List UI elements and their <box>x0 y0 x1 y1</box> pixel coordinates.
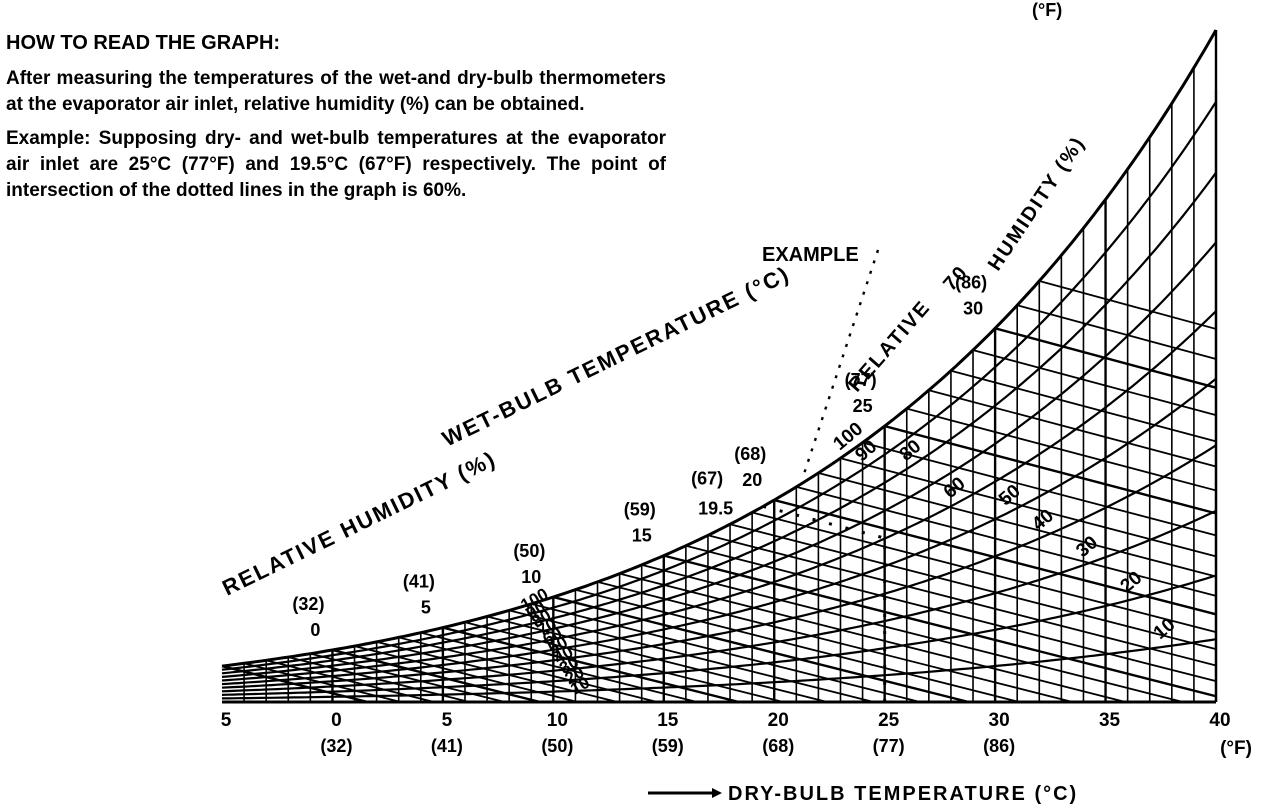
wet-bulb-line <box>486 615 828 703</box>
wet-bulb-line <box>972 349 1217 417</box>
wet-bulb-line <box>707 534 1217 667</box>
dry-bulb-fahrenheit-tick-label: (86) <box>983 736 1015 756</box>
wet-bulb-tick-label: 5 <box>421 598 431 618</box>
dry-bulb-tick-label: 40 <box>1209 710 1230 731</box>
wet-bulb-fahrenheit-tick-label: (32) <box>292 594 324 614</box>
wet-bulb-line <box>221 664 369 704</box>
dry-bulb-axis: (°F) DRY-BULB TEMPERATURE (°C) <box>648 738 1252 804</box>
dry-bulb-tick-label: 30 <box>989 710 1010 731</box>
example-label: EXAMPLE <box>762 244 859 266</box>
wet-bulb-line <box>663 554 1217 698</box>
wet-bulb-line <box>575 588 1020 703</box>
wet-bulb-line <box>994 327 1217 389</box>
wet-bulb-line <box>265 659 435 703</box>
wet-bulb-line <box>1016 304 1217 360</box>
instructions-title: HOW TO READ THE GRAPH: <box>6 32 281 54</box>
wet-bulb-line <box>531 603 921 703</box>
wet-bulb-tick-label: 25 <box>853 396 873 416</box>
dry-bulb-fahrenheit-tick-label: (50) <box>541 736 573 756</box>
relative-humidity-label-right-c: HUMIDITY (%) <box>984 132 1090 274</box>
wet-bulb-line <box>641 564 1184 703</box>
wet-bulb-fahrenheit-tick-label: (68) <box>734 444 766 464</box>
wet-bulb-line <box>442 626 740 704</box>
dry-bulb-tick-label: 5 <box>442 710 453 731</box>
dry-bulb-arrow-head <box>712 788 722 798</box>
wet-bulb-tick-label: 19.5 <box>698 498 733 518</box>
wet-bulb-tick-label: 20 <box>742 470 762 490</box>
wet-bulb-line <box>398 636 658 703</box>
wet-bulb-line <box>685 544 1217 683</box>
wet-bulb-line <box>243 662 402 703</box>
wet-bulb-line <box>464 621 784 703</box>
instructions-paragraph-1: After measuring the temperatures of the … <box>6 68 666 115</box>
wet-bulb-line <box>1039 280 1217 330</box>
chart-grid <box>221 29 1218 704</box>
wet-bulb-fahrenheit-tick-label: (77) <box>845 370 877 390</box>
wet-bulb-line <box>420 631 698 703</box>
wet-bulb-line <box>884 424 1217 515</box>
wet-bulb-line <box>619 572 1126 703</box>
wet-bulb-line <box>508 609 874 703</box>
wet-bulb-line <box>818 472 1217 578</box>
wet-bulb-line <box>553 595 969 704</box>
wet-bulb-fahrenheit-tick-label: (86) <box>955 272 987 292</box>
dry-bulb-fahrenheit-tick-label: (41) <box>431 736 463 756</box>
dry-bulb-tick-label: 20 <box>768 710 789 731</box>
wet-bulb-line <box>354 645 578 703</box>
wet-bulb-line <box>906 407 1217 492</box>
wet-bulb-fahrenheit-tick-label: (41) <box>403 572 435 592</box>
example-dotted-lines <box>762 249 887 702</box>
rh-right-label: 30 <box>1072 532 1102 562</box>
wet-bulb-line <box>928 389 1217 468</box>
dry-bulb-fahrenheit-tick-label: (32) <box>320 736 352 756</box>
rh-right-label: 40 <box>1028 505 1058 535</box>
dry-bulb-tick-label: 25 <box>878 710 900 731</box>
example-pointer <box>802 249 880 477</box>
wet-bulb-tick-label: 30 <box>963 298 983 318</box>
instructions-example-paragraph: Example: Supposing dry- and wet-bulb tem… <box>6 128 666 201</box>
wet-bulb-tick-label: 0 <box>310 620 320 640</box>
wet-bulb-line <box>376 641 618 703</box>
instructions-panel: HOW TO READ THE GRAPH: After measuring t… <box>6 30 666 212</box>
rh-right-label: 80 <box>896 436 926 466</box>
wet-bulb-line <box>862 441 1217 537</box>
dry-bulb-tick-label: 0 <box>331 710 342 731</box>
rh-curve-50 <box>221 377 1217 686</box>
wet-bulb-line <box>773 498 1217 616</box>
wet-bulb-line <box>796 486 1217 597</box>
rh-curve-80 <box>221 172 1217 675</box>
dry-bulb-tick-label: 35 <box>1099 710 1121 731</box>
wet-bulb-line <box>950 369 1217 443</box>
wet-bulb-line <box>332 648 541 704</box>
dry-bulb-tick-label: 15 <box>657 710 679 731</box>
dry-bulb-fahrenheit-tick-label: (59) <box>652 736 684 756</box>
wet-bulb-tick-label: 10 <box>521 567 541 587</box>
wet-bulb-line <box>597 581 1073 703</box>
wet-bulb-line <box>729 523 1217 650</box>
dry-bulb-fahrenheit-unit: (°F) <box>1220 738 1252 759</box>
wet-bulb-fahrenheit-tick-label: (50) <box>513 541 545 561</box>
example-wet-bulb-dots <box>762 504 886 540</box>
wet-bulb-line <box>751 511 1217 633</box>
relative-humidity-label-left: RELATIVE HUMIDITY (%) <box>218 446 500 601</box>
dry-bulb-tick-label: 5 <box>221 710 232 731</box>
wet-bulb-tick-label: 15 <box>632 526 652 546</box>
wet-bulb-line <box>840 457 1217 558</box>
wet-bulb-fahrenheit-tick-label: (59) <box>624 500 656 520</box>
dry-bulb-axis-label: DRY-BULB TEMPERATURE (°C) <box>728 783 1078 804</box>
wet-bulb-fahrenheit-tick-label: (67) <box>691 468 723 488</box>
dry-bulb-fahrenheit-tick-label: (77) <box>873 736 905 756</box>
wet-bulb-line <box>310 652 505 703</box>
rh-curve-70 <box>221 241 1217 678</box>
dry-bulb-tick-label: 10 <box>547 710 568 731</box>
dry-bulb-fahrenheit-tick-label: (68) <box>762 736 794 756</box>
wet-bulb-axis-label: WET-BULB TEMPERATURE (°C) <box>438 261 794 452</box>
rh-curve-100 <box>221 29 1218 668</box>
wet-bulb-fahrenheit-unit: (°F) <box>1032 0 1062 20</box>
wet-bulb-line <box>288 656 470 703</box>
